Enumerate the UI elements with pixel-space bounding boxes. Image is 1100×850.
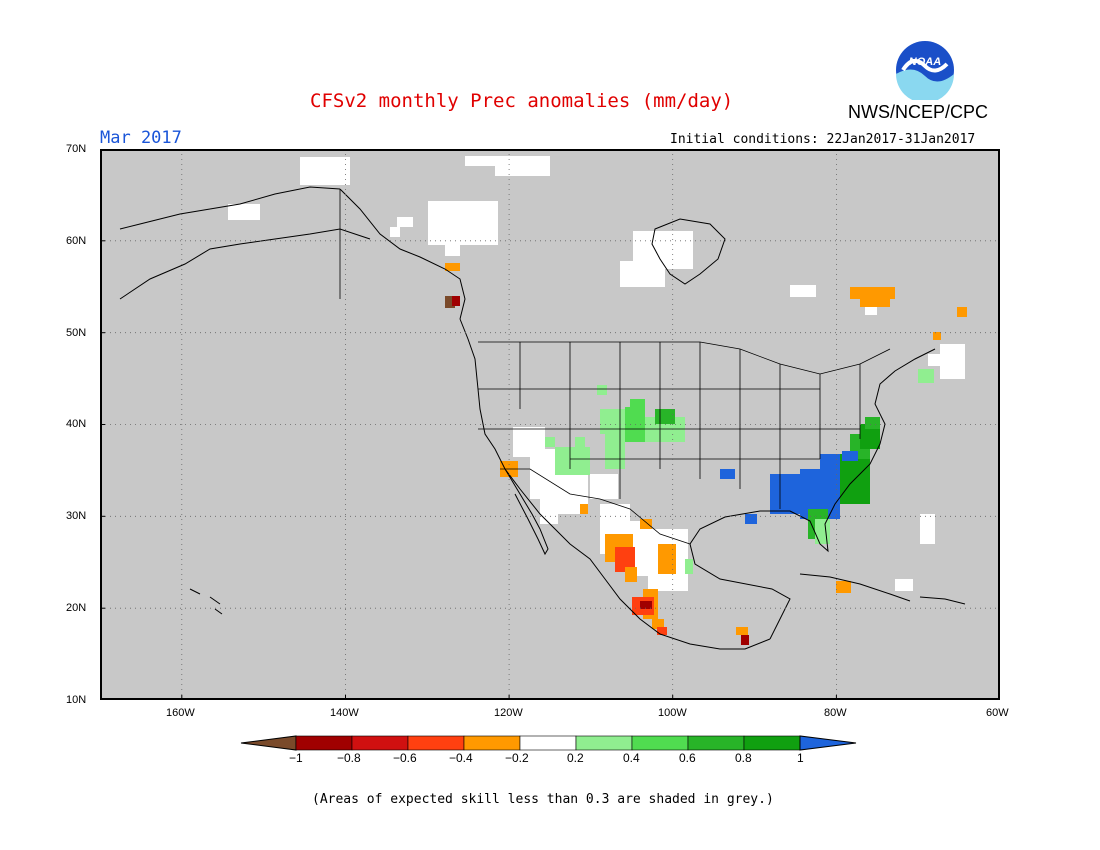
initial-conditions: Initial conditions: 22Jan2017-31Jan2017 (670, 132, 976, 147)
colorbar-label-neg02: −0.2 (505, 751, 529, 765)
skill-footnote: (Areas of expected skill less than 0.3 a… (312, 792, 774, 807)
gridlines (100, 149, 1000, 700)
lon-label-160w: 160W (166, 707, 195, 719)
colorbar-label-06: 0.6 (679, 751, 696, 765)
noaa-logo-text: NOAA (909, 56, 941, 68)
lat-label-50n: 50N (66, 327, 87, 339)
coastlines (119, 186, 966, 650)
lat-label-60n: 60N (66, 235, 87, 247)
lat-label-40n: 40N (66, 418, 87, 430)
colorbar-label-1: 1 (797, 751, 804, 765)
anomaly-cells (228, 156, 967, 645)
lon-label-120w: 120W (494, 707, 523, 719)
colorbar-segment (519, 735, 577, 751)
colorbar (240, 733, 862, 753)
colorbar-label-08: 0.8 (735, 751, 752, 765)
lon-label-80w: 80W (824, 707, 847, 719)
colorbar-label-04: 0.4 (623, 751, 640, 765)
lat-label-30n: 30N (66, 510, 87, 522)
colorbar-segment (687, 735, 745, 751)
colorbar-label-neg1: −1 (289, 751, 303, 765)
colorbar-segment (295, 735, 353, 751)
map-title: CFSv2 monthly Prec anomalies (mm/day) (310, 90, 734, 112)
agency-label: NWS/NCEP/CPC (848, 102, 989, 122)
map-frame (100, 149, 1000, 700)
colorbar-label-02: 0.2 (567, 751, 584, 765)
precipitation-anomaly-map (100, 149, 1000, 700)
political-borders (339, 189, 891, 545)
colorbar-arrow-high (799, 735, 857, 751)
colorbar-arrow-low (240, 735, 297, 751)
colorbar-label-neg06: −0.6 (393, 751, 417, 765)
colorbar-segment (743, 735, 801, 751)
lat-label-70n: 70N (66, 143, 87, 155)
colorbar-segment (575, 735, 633, 751)
noaa-logo: NOAA (893, 40, 957, 100)
lon-label-100w: 100W (658, 707, 687, 719)
forecast-month: Mar 2017 (100, 128, 182, 148)
lon-label-140w: 140W (330, 707, 359, 719)
colorbar-segment (631, 735, 689, 751)
lat-label-10n: 10N (66, 694, 87, 706)
lat-label-20n: 20N (66, 602, 87, 614)
colorbar-label-neg04: −0.4 (449, 751, 473, 765)
colorbar-segment (407, 735, 465, 751)
colorbar-segment (463, 735, 521, 751)
colorbar-label-neg08: −0.8 (337, 751, 361, 765)
colorbar-segment (351, 735, 409, 751)
lon-label-60w: 60W (986, 707, 1009, 719)
